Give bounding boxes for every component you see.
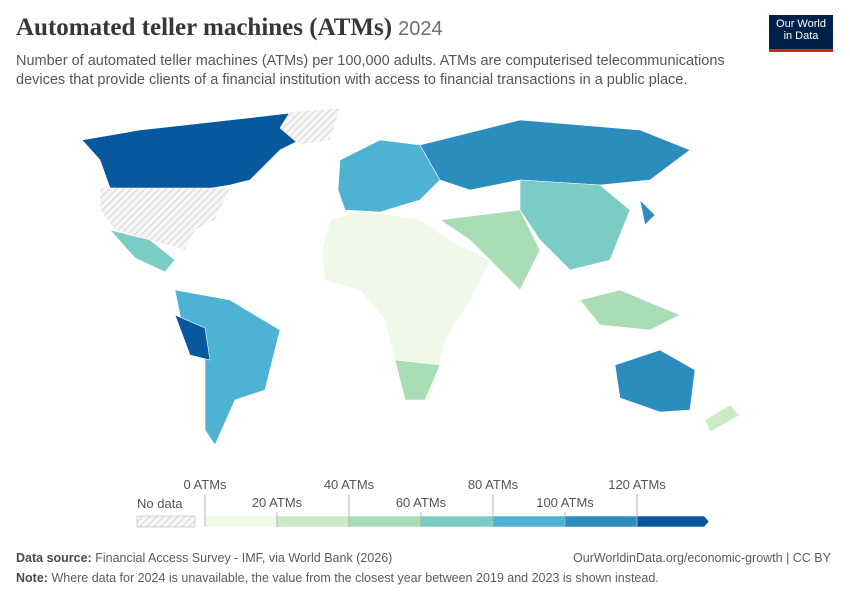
logo-line: Our World	[776, 18, 826, 30]
new-zealand	[704, 404, 741, 433]
source-label: Data source:	[16, 551, 92, 565]
legend-label: 120 ATMs	[608, 477, 666, 492]
legend-bin	[204, 515, 278, 528]
year: 2024	[398, 18, 443, 40]
url[interactable]: OurWorldinData.org/economic-growth | CC …	[573, 551, 831, 565]
logo-line: in Data	[783, 30, 819, 42]
australia	[614, 349, 696, 413]
southeast-asia	[579, 289, 681, 331]
note: Where data for 2024 is unavailable, the …	[51, 571, 659, 585]
peru	[174, 314, 211, 361]
legend-bin	[564, 515, 638, 528]
source: Financial Access Survey - IMF, via World…	[95, 551, 393, 565]
legend-label: 0 ATMs	[183, 477, 227, 492]
africa	[321, 209, 491, 401]
japan	[639, 199, 656, 226]
legend-label: 20 ATMs	[252, 495, 303, 510]
note-label: Note:	[16, 571, 48, 585]
legend-label: 40 ATMs	[324, 477, 375, 492]
footer: Data source: Financial Access Survey - I…	[16, 548, 831, 588]
canada	[81, 111, 321, 191]
legend-bin	[492, 515, 566, 528]
mexico	[109, 229, 176, 273]
legend-bin	[348, 515, 422, 528]
logo[interactable]: Our World in Data	[769, 15, 833, 52]
no-data-swatch	[136, 515, 196, 528]
southern-africa	[394, 359, 441, 401]
usa	[99, 187, 231, 251]
legend-label: 80 ATMs	[468, 477, 519, 492]
legend-bin	[420, 515, 494, 528]
legend-label: 60 ATMs	[396, 495, 447, 510]
south-america	[174, 289, 281, 446]
title: Automated teller machines (ATMs) 2024	[16, 14, 443, 42]
countries	[81, 107, 741, 446]
no-data-label: No data	[137, 496, 183, 511]
legend-bin	[276, 515, 350, 528]
subtitle: Number of automated teller machines (ATM…	[16, 53, 725, 88]
russia	[419, 119, 691, 191]
legend-label: 100 ATMs	[536, 495, 594, 510]
greenland	[279, 107, 341, 146]
title-text: Automated teller machines (ATMs)	[16, 14, 393, 41]
middle-asia	[439, 209, 541, 291]
legend-bin	[636, 515, 710, 528]
china	[519, 179, 631, 271]
europe	[337, 139, 441, 213]
